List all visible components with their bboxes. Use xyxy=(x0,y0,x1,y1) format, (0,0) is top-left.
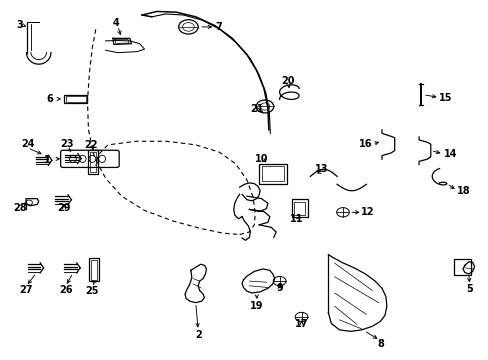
Text: 8: 8 xyxy=(377,339,384,349)
Bar xyxy=(66,96,85,102)
Text: 25: 25 xyxy=(85,286,99,296)
Text: 5: 5 xyxy=(466,284,472,294)
Text: 17: 17 xyxy=(294,319,307,329)
Bar xyxy=(90,152,96,172)
Text: 15: 15 xyxy=(438,93,451,103)
Text: 7: 7 xyxy=(215,22,222,32)
Text: 13: 13 xyxy=(314,164,327,174)
Bar xyxy=(91,260,97,280)
Bar xyxy=(89,258,99,281)
Text: 14: 14 xyxy=(443,149,456,159)
Text: 26: 26 xyxy=(59,285,72,295)
Text: 10: 10 xyxy=(254,154,268,164)
Text: 1: 1 xyxy=(43,155,50,165)
Text: 11: 11 xyxy=(289,214,303,224)
Text: 3: 3 xyxy=(17,20,23,30)
Bar xyxy=(262,166,284,181)
Bar xyxy=(292,199,307,217)
Text: 22: 22 xyxy=(84,140,98,150)
Text: 4: 4 xyxy=(113,18,120,28)
Bar xyxy=(64,95,87,103)
Text: 2: 2 xyxy=(194,330,201,340)
Text: 19: 19 xyxy=(250,301,264,311)
Bar xyxy=(453,259,470,275)
Bar xyxy=(88,150,98,174)
Text: 12: 12 xyxy=(360,207,373,217)
Text: 16: 16 xyxy=(358,139,371,149)
Bar xyxy=(259,164,287,184)
Text: 9: 9 xyxy=(276,283,283,293)
Text: 23: 23 xyxy=(60,139,73,149)
Text: 29: 29 xyxy=(57,203,71,213)
Text: 28: 28 xyxy=(13,203,27,213)
Text: 20: 20 xyxy=(281,76,295,86)
Text: 18: 18 xyxy=(456,186,470,197)
Text: 6: 6 xyxy=(46,94,53,104)
Text: 24: 24 xyxy=(20,139,34,149)
Text: 27: 27 xyxy=(19,285,33,295)
Text: 21: 21 xyxy=(249,104,263,114)
Bar xyxy=(294,202,305,215)
